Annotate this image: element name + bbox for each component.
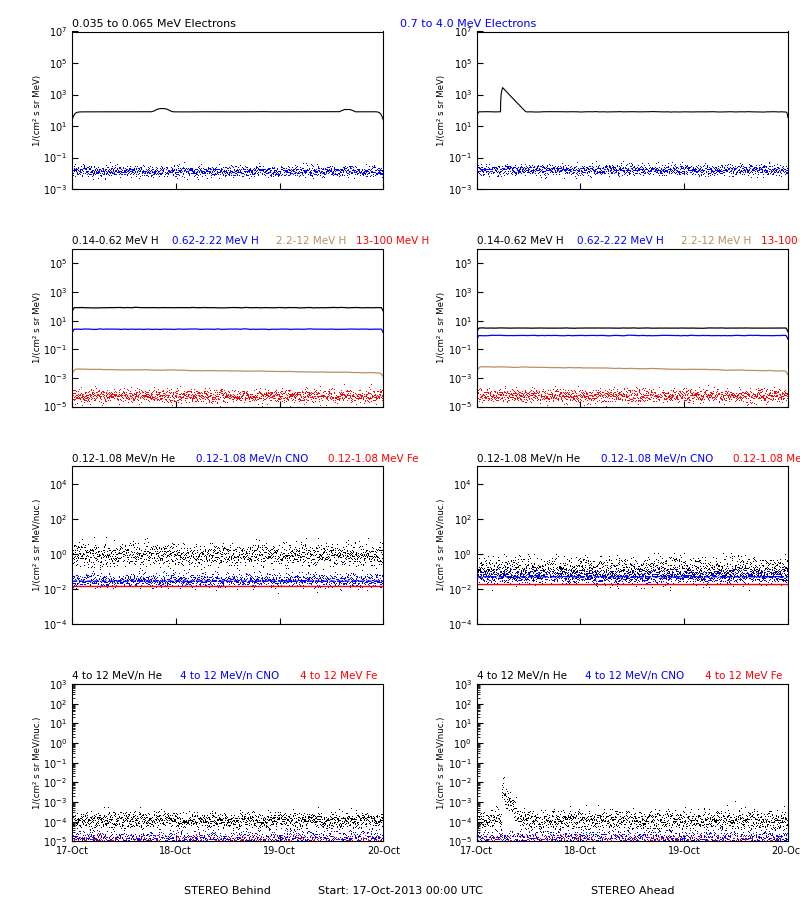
Text: 0.12-1.08 MeV/n CNO: 0.12-1.08 MeV/n CNO [601,454,713,464]
Y-axis label: 1/(cm² s sr MeV): 1/(cm² s sr MeV) [33,75,42,146]
Y-axis label: 1/(cm² s sr MeV/nuc.): 1/(cm² s sr MeV/nuc.) [438,499,446,591]
Text: 0.12-1.08 MeV Fe: 0.12-1.08 MeV Fe [328,454,418,464]
Text: 4 to 12 MeV Fe: 4 to 12 MeV Fe [300,671,378,681]
Text: 4 to 12 MeV/n He: 4 to 12 MeV/n He [72,671,162,681]
Text: 0.12-1.08 MeV/n CNO: 0.12-1.08 MeV/n CNO [196,454,308,464]
Text: 4 to 12 MeV Fe: 4 to 12 MeV Fe [705,671,782,681]
Y-axis label: 1/(cm² s sr MeV/nuc.): 1/(cm² s sr MeV/nuc.) [33,499,42,591]
Text: 0.62-2.22 MeV H: 0.62-2.22 MeV H [172,237,258,247]
Text: 0.12-1.08 MeV/n He: 0.12-1.08 MeV/n He [72,454,175,464]
Text: 0.035 to 0.065 MeV Electrons: 0.035 to 0.065 MeV Electrons [72,19,236,29]
Text: 4 to 12 MeV/n CNO: 4 to 12 MeV/n CNO [180,671,279,681]
Y-axis label: 1/(cm² s sr MeV/nuc.): 1/(cm² s sr MeV/nuc.) [438,716,446,809]
Y-axis label: 1/(cm² s sr MeV): 1/(cm² s sr MeV) [438,75,446,146]
Text: 0.14-0.62 MeV H: 0.14-0.62 MeV H [72,237,158,247]
Text: 0.7 to 4.0 MeV Electrons: 0.7 to 4.0 MeV Electrons [400,19,536,29]
Text: STEREO Ahead: STEREO Ahead [590,886,674,896]
Text: 0.14-0.62 MeV H: 0.14-0.62 MeV H [477,237,563,247]
Text: 4 to 12 MeV/n He: 4 to 12 MeV/n He [477,671,566,681]
Text: STEREO Behind: STEREO Behind [184,886,271,896]
Y-axis label: 1/(cm² s sr MeV): 1/(cm² s sr MeV) [33,292,42,364]
Text: 0.12-1.08 MeV/n He: 0.12-1.08 MeV/n He [477,454,580,464]
Y-axis label: 1/(cm² s sr MeV/nuc.): 1/(cm² s sr MeV/nuc.) [33,716,42,809]
Text: 2.2-12 MeV H: 2.2-12 MeV H [681,237,751,247]
Text: 4 to 12 MeV/n CNO: 4 to 12 MeV/n CNO [585,671,684,681]
Text: 0.62-2.22 MeV H: 0.62-2.22 MeV H [577,237,663,247]
Text: Start: 17-Oct-2013 00:00 UTC: Start: 17-Oct-2013 00:00 UTC [318,886,482,896]
Y-axis label: 1/(cm² s sr MeV): 1/(cm² s sr MeV) [438,292,446,364]
Text: 13-100 MeV H: 13-100 MeV H [356,237,430,247]
Text: 0.12-1.08 MeV Fe: 0.12-1.08 MeV Fe [733,454,800,464]
Text: 2.2-12 MeV H: 2.2-12 MeV H [276,237,346,247]
Text: 13-100 MeV H: 13-100 MeV H [761,237,800,247]
